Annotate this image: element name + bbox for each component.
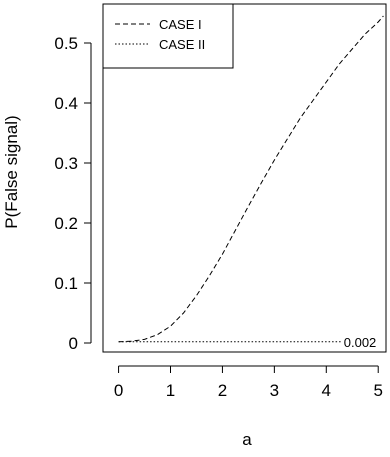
y-tick-label: 0.2 — [54, 214, 78, 233]
x-axis: 0 1 2 3 4 5 — [114, 365, 383, 400]
x-axis-title: a — [242, 430, 252, 449]
y-tick-label: 0 — [69, 334, 78, 353]
legend: CASE I CASE II — [102, 3, 234, 69]
x-tick-label: 3 — [270, 381, 279, 400]
legend-label: CASE I — [159, 17, 202, 32]
series-line-1 — [118, 15, 384, 343]
annotation-layer: 0.002 — [344, 335, 377, 350]
legend-box — [102, 3, 234, 69]
series-layer — [118, 15, 384, 343]
x-tick-label: 2 — [218, 381, 227, 400]
x-tick-label: 0 — [114, 381, 123, 400]
y-axis: 0 0.1 0.2 0.3 0.4 0.5 — [54, 34, 92, 353]
y-tick-label: 0.4 — [54, 94, 78, 113]
plot-box — [102, 3, 387, 353]
x-tick-label: 4 — [322, 381, 331, 400]
legend-label: CASE II — [159, 37, 205, 52]
y-tick-label: 0.5 — [54, 34, 78, 53]
y-axis-title: P(False signal) — [2, 115, 21, 228]
x-tick-label: 1 — [166, 381, 175, 400]
annotation-label: 0.002 — [344, 335, 377, 350]
y-tick-label: 0.3 — [54, 154, 78, 173]
x-tick-label: 5 — [373, 381, 382, 400]
y-tick-label: 0.1 — [54, 274, 78, 293]
